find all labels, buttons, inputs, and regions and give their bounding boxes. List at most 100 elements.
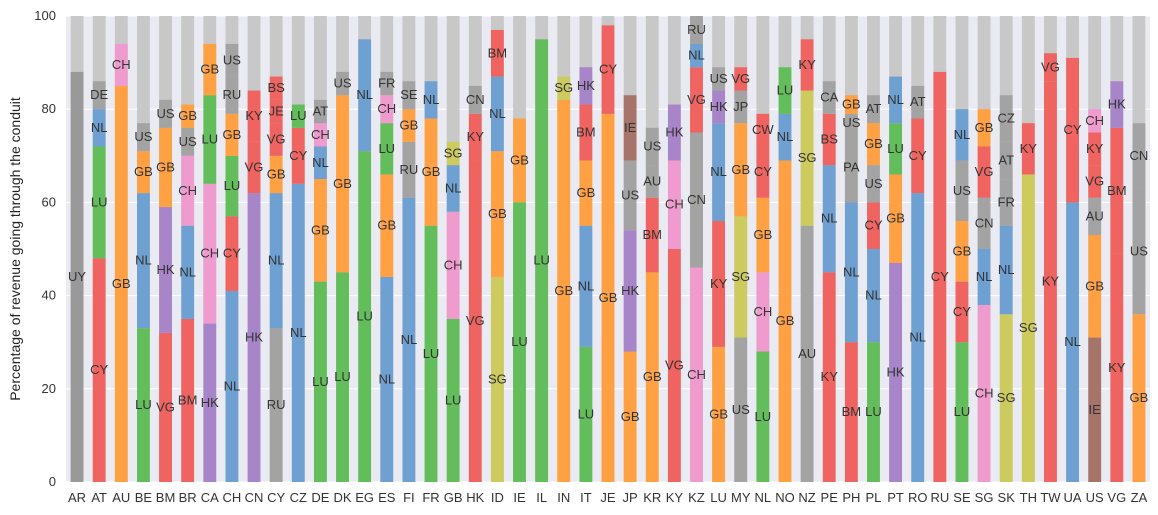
bar-segment — [247, 90, 261, 142]
bar-segment — [137, 151, 150, 194]
bar-segment — [1110, 253, 1124, 482]
bar-segment — [513, 118, 526, 203]
segment-label: LU — [887, 141, 904, 156]
bar-segment — [203, 43, 217, 96]
segment-label: US — [643, 138, 661, 153]
segment-label: SG — [488, 371, 507, 386]
bar-segment — [313, 179, 327, 282]
x-tick-label: IN — [557, 490, 570, 505]
segment-label: CY — [599, 62, 617, 77]
segment-label: CY — [909, 148, 927, 163]
bar-segment — [800, 90, 814, 226]
x-tick-label: MY — [731, 490, 751, 505]
x-tick-label: FI — [403, 490, 415, 505]
bar-segment — [977, 197, 991, 249]
x-tick-label: BR — [179, 490, 197, 505]
bar-segment — [712, 90, 726, 124]
bar-segment — [623, 230, 637, 352]
bar-stack-th: SG KY — [1019, 16, 1038, 482]
bar-segment — [225, 113, 239, 156]
bar-segment — [844, 342, 858, 482]
bar-segment — [822, 165, 836, 273]
bar-segment — [159, 99, 172, 128]
bar-segment — [490, 151, 504, 277]
segment-label: IE — [624, 120, 637, 135]
bar-segment — [911, 193, 925, 482]
y-axis-ticks: 0 20 40 60 80 100 — [34, 8, 56, 489]
bar-stack-ru: CY — [931, 16, 949, 483]
segment-label: GB — [864, 136, 883, 151]
segment-label: LU — [201, 131, 218, 146]
x-tick-label: IE — [513, 490, 526, 505]
bar-segment — [999, 225, 1013, 315]
bar-segment — [867, 95, 880, 124]
bar-segment — [1066, 57, 1079, 203]
bar-segment — [667, 104, 681, 161]
segment-label: BM — [642, 227, 662, 242]
segment-label: RU — [400, 162, 419, 177]
bar-stack-se: LU CY GB US NL — [953, 16, 971, 482]
segment-label: CN — [975, 215, 994, 230]
segment-label: CY — [953, 304, 971, 319]
bar-segment — [645, 272, 659, 482]
bar-segment — [579, 104, 593, 161]
y-tick-label: 60 — [42, 194, 56, 209]
segment-label: NL — [401, 332, 418, 347]
bar-segment — [159, 207, 172, 333]
segment-label: GB — [886, 211, 905, 226]
segment-label: CH — [687, 367, 706, 382]
bar-segment — [734, 216, 748, 338]
x-tick-label: IT — [580, 490, 592, 505]
bar-stack-hk: VG KY CN — [466, 16, 485, 482]
bar-segment — [756, 272, 770, 352]
segment-label: GB — [643, 369, 662, 384]
bar-segment — [623, 351, 637, 482]
bar-segment — [114, 43, 128, 86]
bar-segment — [778, 160, 792, 482]
segment-label: VG — [1041, 59, 1060, 74]
bar-segment — [380, 71, 394, 96]
bar-segment — [999, 179, 1013, 226]
bar-stack-de: LU GB NL CH AT — [311, 16, 330, 482]
bar-segment — [137, 193, 150, 329]
bar-segment — [92, 81, 106, 110]
bar-segment — [468, 85, 482, 114]
segment-label: GB — [576, 185, 595, 200]
segment-label: BM — [576, 125, 596, 140]
bar-segment — [822, 113, 836, 166]
bar-stack-br: BM NL CH US GB — [178, 16, 197, 482]
segment-label: US — [179, 134, 197, 149]
bar-segment — [380, 95, 394, 124]
bar-segment — [601, 113, 615, 483]
bar-segment — [601, 25, 615, 114]
bar-segment — [955, 221, 969, 282]
segment-label: LU — [423, 346, 440, 361]
segment-label: SG — [444, 145, 463, 160]
bar-stack-kz: CH CN VG NL RU — [687, 16, 706, 482]
bar-segment — [645, 127, 659, 166]
segment-label: GB — [488, 206, 507, 221]
bar-segment — [291, 104, 305, 128]
segment-label: JP — [733, 99, 748, 114]
bar-segment — [690, 43, 703, 68]
segment-label: NL — [710, 164, 727, 179]
bar-stack-bm: VG HK GB US — [156, 16, 175, 482]
x-tick-label: CA — [201, 490, 219, 505]
segment-label: US — [710, 71, 728, 86]
bar-segment — [225, 155, 239, 217]
bar-segment — [490, 29, 504, 77]
bar-stack-dk: LU GB US — [333, 16, 352, 482]
bar-segment — [844, 202, 858, 343]
segment-label: BS — [267, 80, 285, 95]
bar-segment — [1021, 123, 1035, 175]
segment-label: NL — [578, 278, 595, 293]
bar-segment — [225, 76, 239, 114]
segment-label: KY — [798, 57, 816, 72]
segment-label: LU — [334, 369, 351, 384]
x-tick-label: UA — [1064, 490, 1082, 505]
x-tick-label: PL — [866, 490, 882, 505]
bar-stack-jp: GB HK US IE — [621, 16, 640, 482]
bar-segment — [955, 281, 969, 343]
bar-stack-il: LU — [533, 16, 550, 483]
